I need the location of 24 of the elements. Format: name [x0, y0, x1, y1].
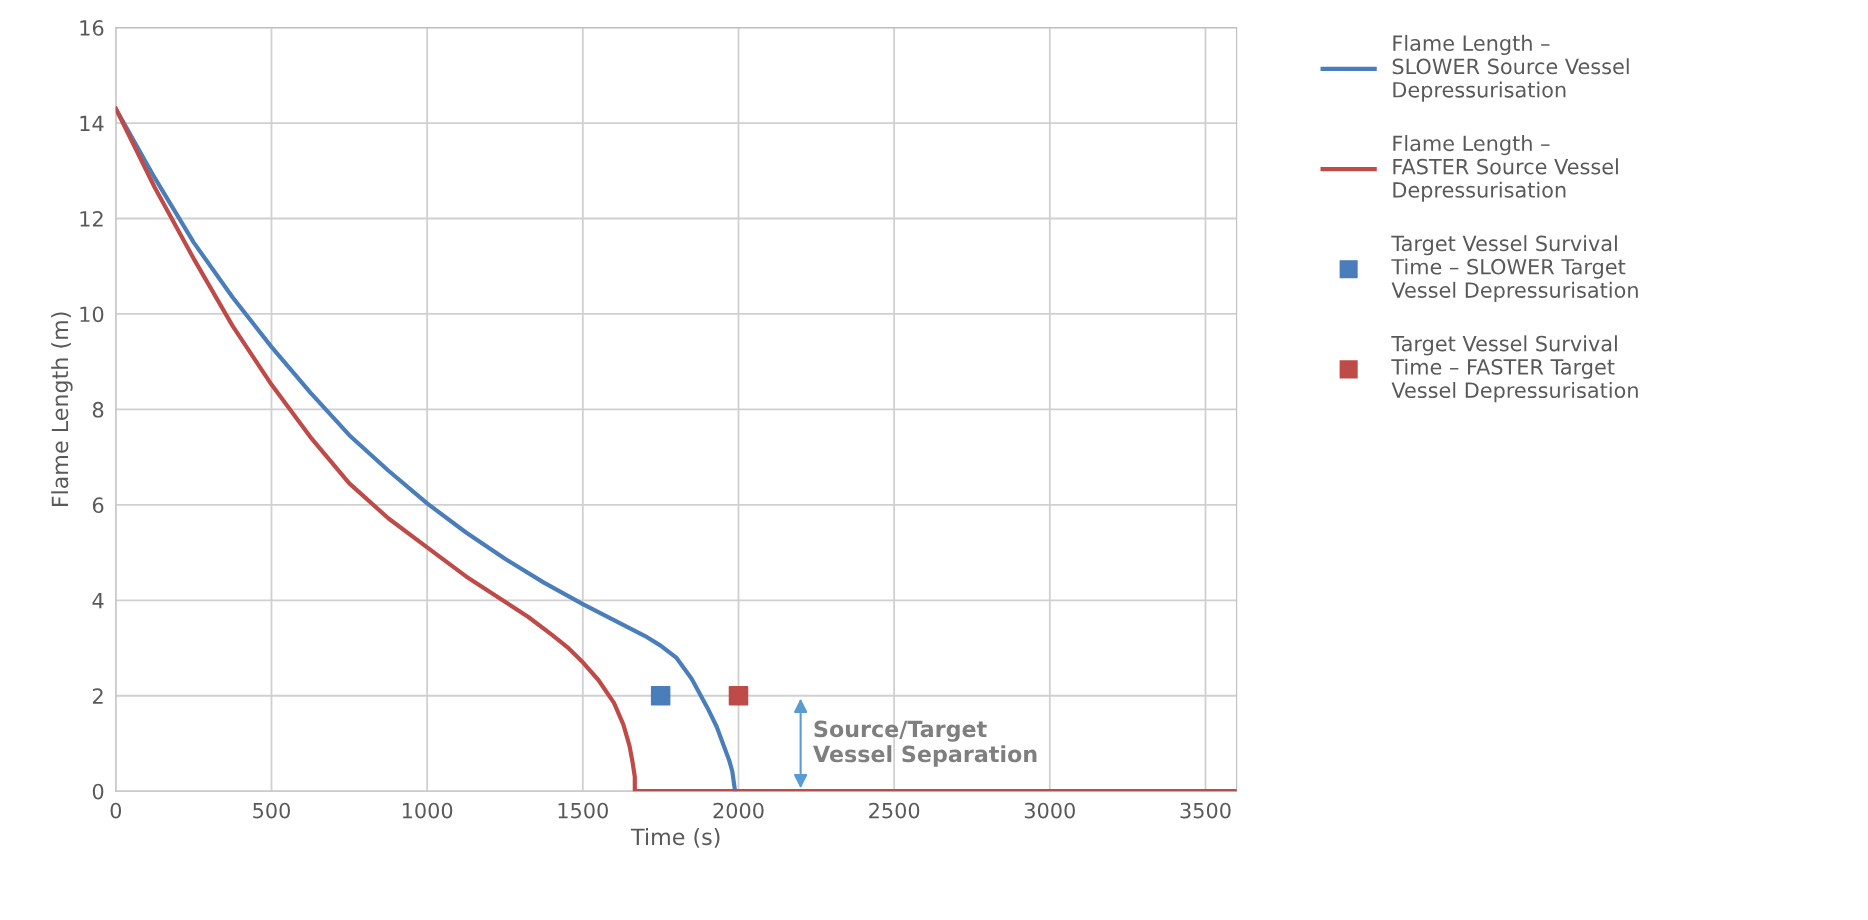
legend-label: Flame Length – SLOWER Source Vessel Depressurisation	[1392, 34, 1629, 102]
annotation: Source/Target Vessel Separation	[813, 720, 1037, 767]
x-tick-label: 1500	[558, 802, 608, 819]
y-tick-label: 0	[92, 783, 104, 800]
legend-label: Target Vessel Survival Time – FASTER Target Vessel Depressurisation	[1391, 335, 1638, 403]
y-tick-label: 8	[92, 401, 104, 418]
y-tick-label: 14	[80, 115, 104, 131]
x-tick-label: 0	[110, 802, 122, 819]
y-tick-label: 12	[80, 210, 103, 227]
y-tick-label: 2	[92, 688, 103, 704]
y-axis-title: Flame Length (m)	[51, 312, 73, 507]
x-tick-label: 3000	[1024, 802, 1075, 819]
y-tick-label: 4	[92, 593, 104, 609]
x-tick-label: 2500	[869, 802, 920, 819]
legend-label: Flame Length – FASTER Source Vessel Depressurisation	[1393, 135, 1618, 202]
legend-label: Target Vessel Survival Time – SLOWER Target Vessel Depressurisation	[1391, 235, 1638, 302]
x-tick-label: 1000	[402, 802, 453, 819]
y-tick-label: 6	[92, 497, 104, 514]
x-tick-label: 500	[253, 802, 290, 819]
y-tick-label: 16	[80, 20, 104, 36]
x-axis-title: Time (s)	[630, 828, 720, 848]
x-tick-label: 3500	[1180, 802, 1231, 819]
x-tick-label: 2000	[713, 802, 764, 819]
y-tick-label: 10	[80, 306, 104, 323]
